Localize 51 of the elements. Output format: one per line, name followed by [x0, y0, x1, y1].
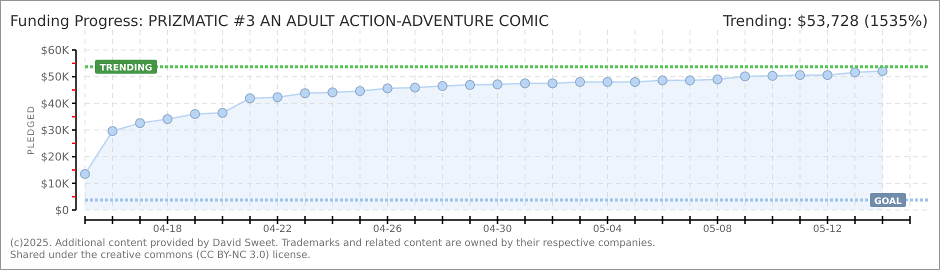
point	[355, 86, 365, 96]
y-tick-label: $10K	[40, 177, 70, 190]
point	[685, 75, 695, 86]
point	[245, 93, 255, 104]
point	[878, 66, 888, 76]
point	[658, 75, 668, 86]
point	[822, 70, 832, 80]
point	[438, 81, 448, 91]
y-axis-title: PLEDGED	[27, 105, 37, 155]
point	[850, 67, 860, 78]
ref-line-label: TRENDING	[100, 64, 152, 74]
point	[492, 79, 502, 90]
point	[548, 78, 558, 88]
point	[272, 92, 282, 102]
x-tick-label: 05-08	[702, 224, 732, 235]
y-tick-label: $60K	[40, 44, 70, 57]
ref-line-label: GOAL	[874, 197, 902, 207]
point	[712, 74, 722, 84]
point	[108, 126, 118, 136]
y-tick-label: $30K	[40, 124, 70, 137]
chart-title: Funding Progress: PRIZMATIC #3 AN ADULT ACTION-ADVENTURE COMIC	[10, 12, 549, 30]
x-tick-label: 05-04	[592, 224, 622, 235]
x-tick-label: 04-22	[262, 224, 292, 235]
text: Shared under the creative commons (CC BY-NC 3.0) license.	[10, 250, 311, 261]
point	[768, 70, 778, 81]
point	[602, 77, 612, 87]
point	[190, 109, 200, 119]
text: (c)2025. Additional content provided by David Sweet. Trademarks and related content are owned by their respective companies.	[10, 238, 656, 249]
x-tick-label: 04-26	[372, 224, 402, 235]
point	[80, 169, 90, 179]
y-tick-label: $50K	[40, 70, 70, 84]
point	[520, 78, 530, 88]
point	[575, 77, 585, 87]
point	[328, 87, 338, 98]
chart-subtitle: Trending: $53,728 (1535%)	[722, 12, 928, 30]
point	[465, 80, 475, 90]
x-tick-label: 05-12	[812, 224, 842, 235]
x-tick-label: 04-30	[482, 224, 512, 235]
point	[740, 71, 750, 82]
y-tick-label: $0	[55, 204, 69, 217]
point	[410, 82, 420, 93]
y-tick-label: $20K	[40, 150, 70, 164]
point	[630, 77, 640, 87]
point	[162, 114, 172, 124]
point	[795, 70, 805, 80]
y-tick-label: $40K	[40, 97, 70, 110]
point	[218, 108, 228, 118]
x-tick-label: 04-18	[152, 224, 182, 235]
point	[382, 83, 392, 94]
point	[135, 118, 145, 128]
point	[300, 88, 310, 98]
